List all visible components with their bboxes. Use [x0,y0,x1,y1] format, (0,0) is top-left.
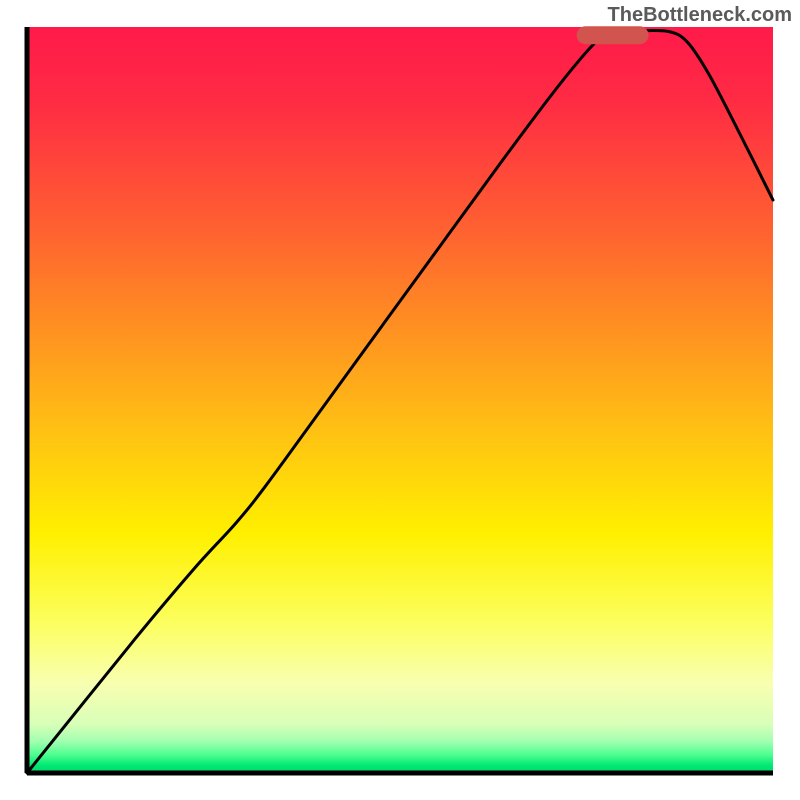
watermark-text: TheBottleneck.com [608,4,792,27]
optimal-marker [577,26,649,44]
chart-background-gradient [27,27,773,773]
chart-svg [0,0,800,800]
bottleneck-chart [0,0,800,800]
